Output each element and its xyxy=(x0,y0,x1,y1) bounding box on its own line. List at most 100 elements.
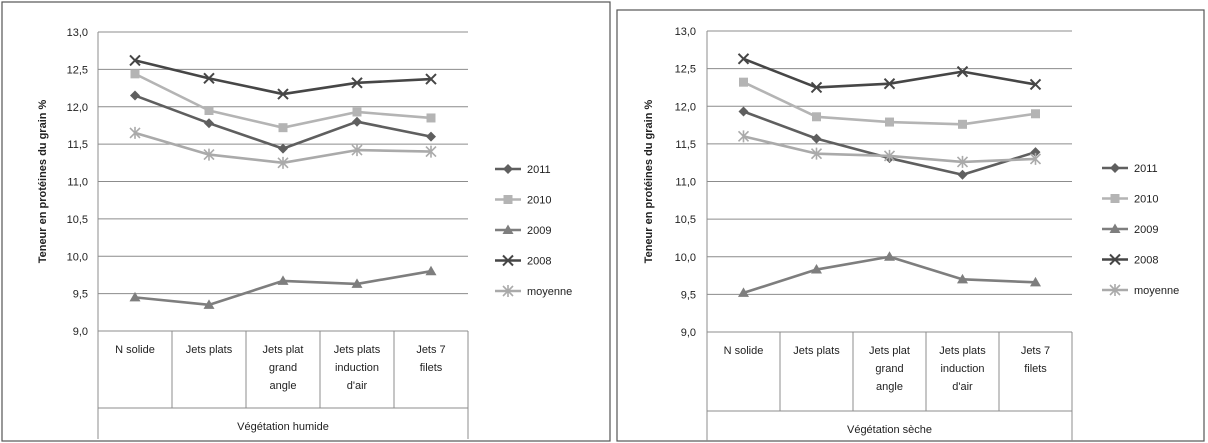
group-label: Végétation humide xyxy=(237,421,329,433)
legend-label: 2009 xyxy=(1134,224,1158,236)
y-tick-label: 9,5 xyxy=(681,289,696,301)
category-label: induction xyxy=(940,363,984,375)
data-point-2011 xyxy=(811,133,822,144)
data-point-moyenne xyxy=(883,149,896,162)
legend-label: 2011 xyxy=(527,164,551,176)
data-point-2010 xyxy=(278,123,288,133)
legend-label: moyenne xyxy=(527,286,572,298)
legend-label: 2010 xyxy=(527,195,551,207)
chart-panel-vegetation-humide: 9,0 9,5 10,0 10,5 11,0 11,5 12,0 12,5 13,0 N soli… xyxy=(1,1,611,442)
data-point-moyenne xyxy=(810,147,823,160)
legend-marker-2009 xyxy=(1109,223,1121,233)
y-tick-label: 10,0 xyxy=(67,251,88,263)
legend-marker-moyenne xyxy=(502,285,514,297)
data-point-moyenne xyxy=(737,130,750,143)
data-point-2009 xyxy=(203,299,215,309)
y-tick-label: 11,5 xyxy=(67,139,88,151)
category-label: grand xyxy=(875,363,903,375)
y-tick-label: 9,5 xyxy=(73,289,88,301)
data-point-2010 xyxy=(204,105,214,115)
series-line-2008 xyxy=(134,59,432,96)
legend-marker-moyenne xyxy=(1109,284,1121,296)
category-label: angle xyxy=(876,381,903,393)
data-point-2010 xyxy=(885,117,894,127)
data-point-moyenne xyxy=(956,155,969,168)
category-label: Jets 7 xyxy=(1021,345,1050,357)
category-label: N solide xyxy=(724,345,764,357)
y-tick-label: 10,0 xyxy=(675,252,696,264)
y-tick-label: 12,5 xyxy=(67,64,88,76)
y-tick-label: 13,0 xyxy=(67,27,88,39)
data-point-2009 xyxy=(1030,276,1041,287)
category-label: d'air xyxy=(952,381,973,393)
category-label: Jets 7 xyxy=(416,344,445,356)
category-label: Jets plats xyxy=(939,345,986,357)
data-point-moyenne xyxy=(1029,152,1042,165)
y-tick-label: 11,0 xyxy=(675,177,696,189)
group-label: Végétation sèche xyxy=(847,424,932,436)
data-point-2011 xyxy=(738,106,749,117)
category-label: filets xyxy=(420,362,443,374)
data-point-2011 xyxy=(352,116,362,127)
data-point-2009 xyxy=(129,291,141,302)
legend-label: 2008 xyxy=(1134,255,1158,267)
data-point-2011 xyxy=(426,131,436,142)
legend-label: moyenne xyxy=(1134,285,1179,297)
legend-label: 2009 xyxy=(527,225,551,237)
y-tick-label: 12,0 xyxy=(675,101,696,113)
legend-label: 2010 xyxy=(1134,194,1158,206)
data-point-moyenne xyxy=(425,145,437,158)
legend-marker-2010 xyxy=(503,195,513,204)
legend-marker-2010 xyxy=(1110,194,1120,203)
y-tick-label: 10,5 xyxy=(675,214,696,226)
panel-border xyxy=(1,1,611,442)
data-point-2011 xyxy=(278,143,288,154)
y-axis-title: Teneur en protéines du grain % xyxy=(37,99,49,263)
data-point-2008 xyxy=(883,77,896,90)
data-point-2009 xyxy=(957,273,968,284)
chart-panel-vegetation-seche: 9,0 9,5 10,0 10,5 11,0 11,5 12,0 12,5 13,0 N soli… xyxy=(616,9,1205,442)
data-point-2010 xyxy=(739,77,748,87)
category-label: Jets plats xyxy=(334,344,381,356)
y-tick-label: 12,0 xyxy=(67,102,88,114)
y-tick-label: 12,5 xyxy=(675,64,696,76)
data-point-2008 xyxy=(277,88,289,100)
category-label: d'air xyxy=(347,380,368,392)
data-point-2008 xyxy=(425,73,437,85)
y-tick-label: 13,0 xyxy=(675,26,696,38)
data-point-2008 xyxy=(203,72,215,85)
data-point-2008 xyxy=(810,81,823,94)
category-label: N solide xyxy=(115,344,155,356)
category-label: angle xyxy=(270,380,297,392)
data-point-2010 xyxy=(130,69,140,79)
category-label: Jets plat xyxy=(869,345,910,357)
data-point-moyenne xyxy=(351,144,363,157)
data-point-2011 xyxy=(204,118,214,129)
legend-marker-2011 xyxy=(1110,163,1120,173)
data-point-2010 xyxy=(812,112,821,122)
y-tick-label: 11,5 xyxy=(675,139,696,151)
data-point-2008 xyxy=(129,54,141,67)
data-point-moyenne xyxy=(129,126,141,139)
category-label: grand xyxy=(269,362,297,374)
data-point-2010 xyxy=(352,107,362,117)
data-point-2009 xyxy=(277,275,289,285)
data-point-moyenne xyxy=(277,156,289,169)
data-point-2009 xyxy=(884,251,895,261)
legend-label: 2011 xyxy=(1134,163,1158,175)
y-axis-title: Teneur en protéines du grain % xyxy=(643,99,655,263)
category-label: Jets plat xyxy=(263,344,304,356)
y-tick-label: 9,0 xyxy=(73,326,88,338)
data-point-2011 xyxy=(1030,147,1041,158)
data-point-2009 xyxy=(811,264,822,274)
legend-marker-2009 xyxy=(502,224,514,234)
category-label: Jets plats xyxy=(793,345,840,357)
legend-marker-2008 xyxy=(1109,253,1121,266)
data-point-2009 xyxy=(738,287,749,297)
category-label: filets xyxy=(1024,363,1047,375)
legend-marker-2008 xyxy=(502,254,514,267)
legend-label: 2008 xyxy=(527,256,551,268)
y-tick-label: 9,0 xyxy=(681,327,696,339)
data-point-2010 xyxy=(426,113,436,123)
